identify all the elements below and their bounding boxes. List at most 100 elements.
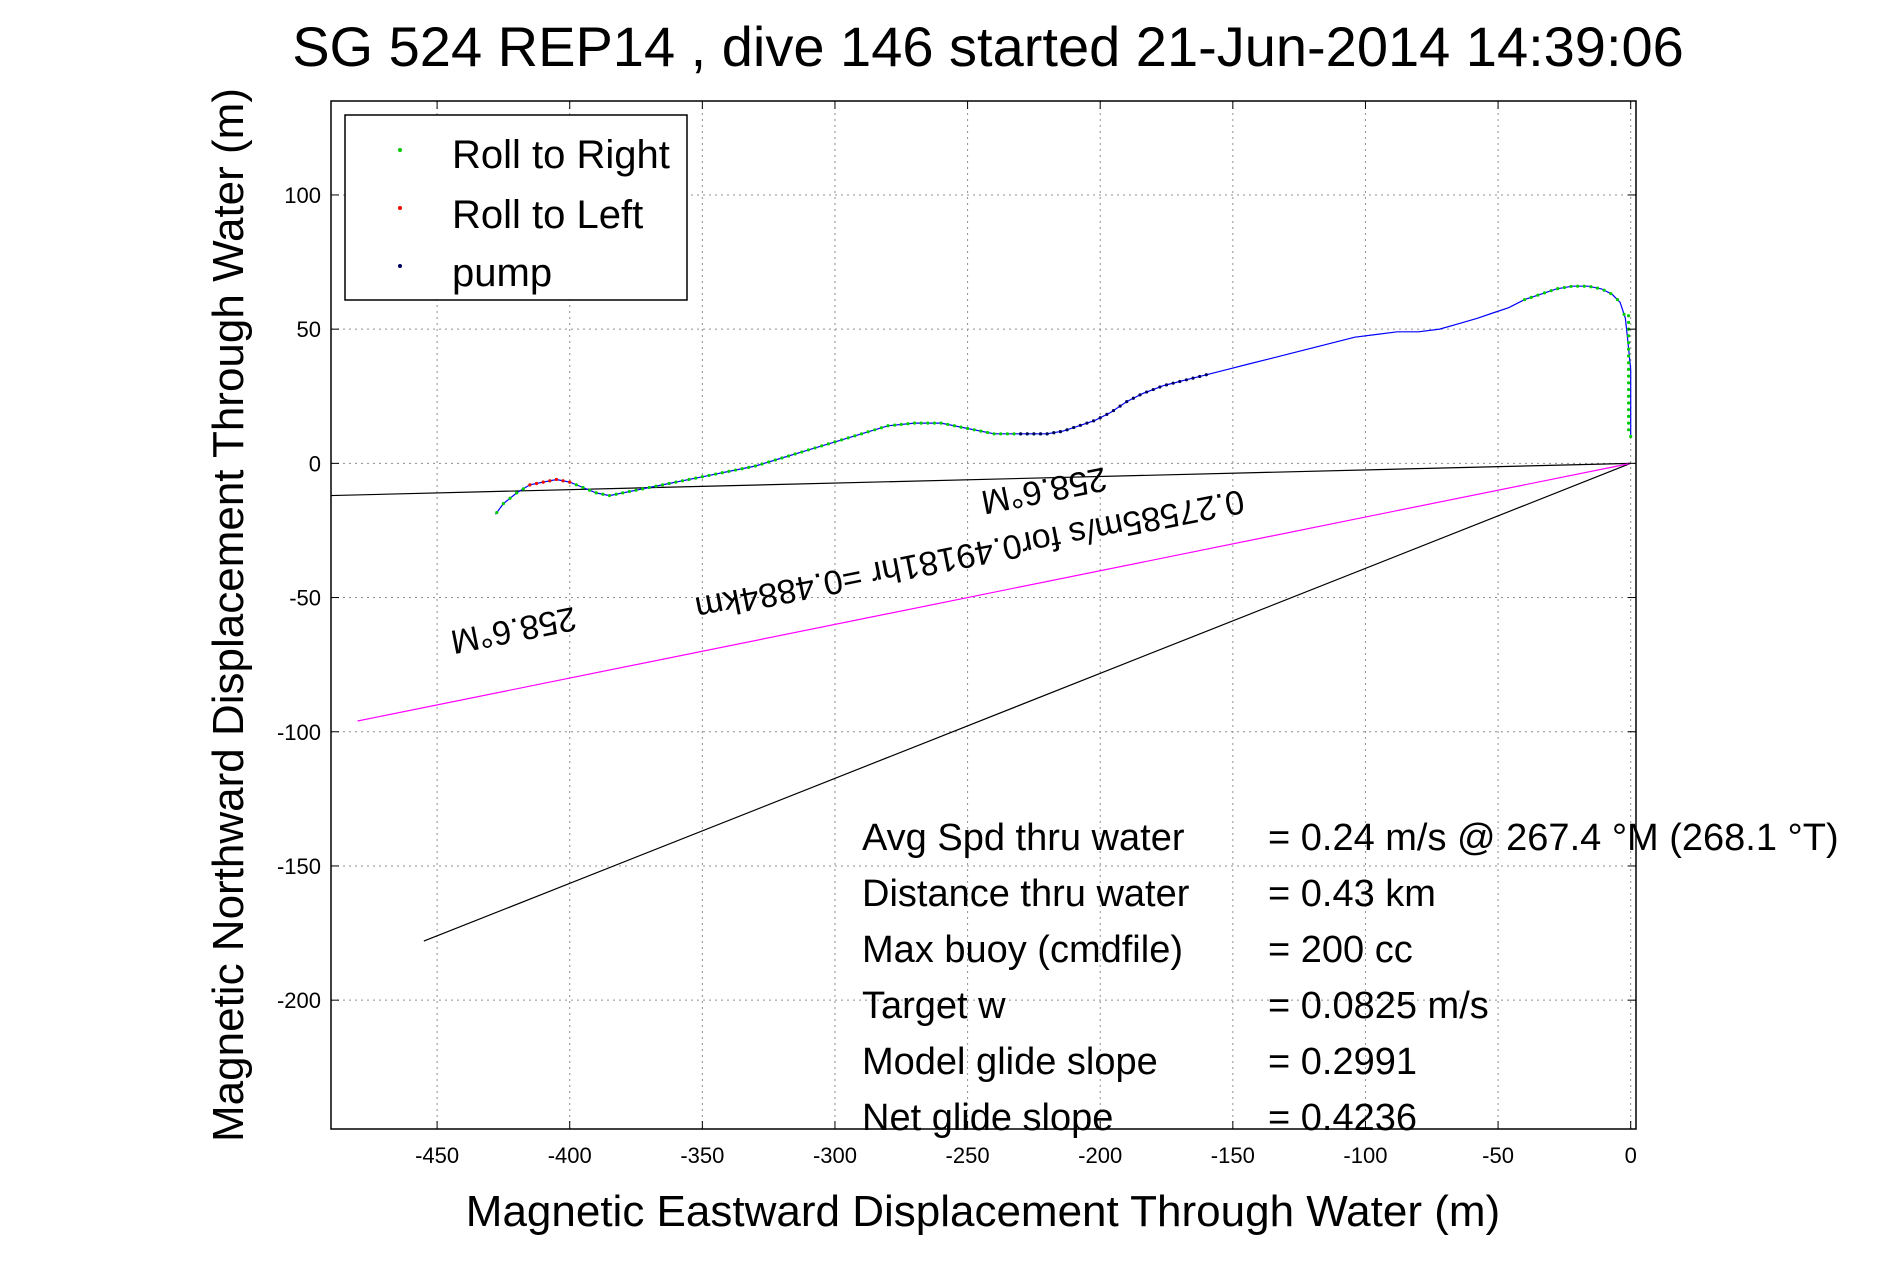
marker-point [952,424,956,428]
x-tick-label: -350 [680,1143,724,1168]
marker-group-roll-to-right [1522,284,1633,439]
marker-point [641,487,645,491]
marker-point [667,481,671,486]
marker-point [541,480,545,484]
marker-point [1045,432,1049,436]
marker-point [568,480,572,484]
marker-group-pump [1019,373,1208,436]
marker-point [786,454,791,458]
marker-point [813,446,817,450]
marker-group-roll-to-right [495,421,1076,515]
x-tick-label: 0 [1625,1143,1637,1168]
legend-box [344,114,688,301]
marker-point [899,422,903,427]
marker-point [1105,412,1109,416]
legend-marker-roll-left [398,206,402,210]
marker-point [893,423,897,427]
marker-point [820,444,824,448]
marker-point [965,426,970,431]
stat-value: = 0.24 m/s @ 267.4 °M (268.1 °T) [1268,817,1839,859]
marker-point [1626,361,1631,365]
marker-point [1131,396,1135,400]
stat-value: = 0.2991 [1268,1041,1417,1083]
marker-point [780,456,784,460]
marker-point [1005,432,1009,436]
x-tick-label: -250 [946,1143,990,1168]
marker-point [740,467,744,471]
marker-point [1626,320,1631,325]
marker-point [1032,432,1036,436]
plot-frame [330,100,1637,1130]
stat-value: = 200 cc [1268,929,1413,971]
marker-point [959,425,963,429]
marker-point [1091,419,1096,423]
marker-point [1595,286,1600,290]
marker-point [1052,431,1056,435]
marker-point [1626,414,1631,418]
marker-point [1626,394,1631,398]
marker-point [1125,400,1129,404]
x-tick-label: -50 [1482,1143,1514,1168]
marker-point [1542,291,1547,295]
marker-point [720,471,724,475]
marker-point [985,430,990,435]
marker-point [1626,354,1631,358]
marker-point [932,421,937,425]
marker-point [859,432,864,436]
marker-point [508,496,512,500]
marker-point [793,452,797,456]
marker-point [733,468,738,472]
reference-line-magenta [357,462,1631,722]
marker-point [1072,425,1076,430]
x-tick-label: -300 [813,1143,857,1168]
legend-label-roll-right: Roll to Right [452,133,670,177]
marker-point [1626,428,1631,432]
marker-point [1164,383,1169,387]
marker-point [873,428,877,432]
legend-label-pump: pump [452,251,552,295]
marker-point [627,489,631,494]
marker-point [1562,285,1566,290]
legend-marker-roll-right [398,148,402,152]
marker-point [773,458,777,462]
x-tick-label: -100 [1343,1143,1387,1168]
legend: Roll to Right Roll to Left pump [344,114,688,301]
reference-lines [330,462,1631,942]
marker-point [1078,423,1082,427]
marker-point [1569,284,1573,289]
marker-point [992,432,996,436]
y-tick-label: -50 [289,586,321,611]
y-tick-label: -100 [277,720,321,745]
heading-annotation: 0.27585m/s for0.49181hr =0.4884km [692,482,1247,628]
chart-title: SG 524 REP14 , dive 146 started 21-Jun-2… [292,15,1684,78]
marker-point [660,483,665,487]
y-tick-label: -200 [277,988,321,1013]
marker-point [1145,390,1149,394]
marker-point [753,464,757,468]
marker-point [707,473,711,478]
marker-point [946,422,950,427]
stat-label: Avg Spd thru water [862,817,1185,859]
x-axis-label: Magnetic Eastward Displacement Through W… [466,1187,1500,1236]
marker-point [926,421,930,425]
marker-point [906,422,910,426]
marker-point [588,488,592,492]
marker-point [674,480,678,484]
reference-line-black-b [423,462,1631,942]
stat-label: Net glide slope [862,1097,1113,1139]
stat-value: = 0.43 km [1268,873,1436,915]
marker-point [839,438,844,442]
stat-label: Target w [862,985,1006,1027]
marker-point [680,479,685,483]
marker-point [534,481,539,486]
marker-point [1158,385,1162,389]
axis-ticks: -450 -400 -350 -300 -250 -200 -150 -100 -50 0 100 5… [277,101,1637,1168]
marker-point [999,432,1003,436]
y-tick-label: 0 [309,451,321,476]
marker-point [700,475,704,479]
marker-point [972,428,976,432]
grid [331,101,1636,1129]
stat-label: Model glide slope [862,1041,1158,1083]
roll-pump-markers [495,284,1633,515]
marker-point [1626,334,1631,338]
